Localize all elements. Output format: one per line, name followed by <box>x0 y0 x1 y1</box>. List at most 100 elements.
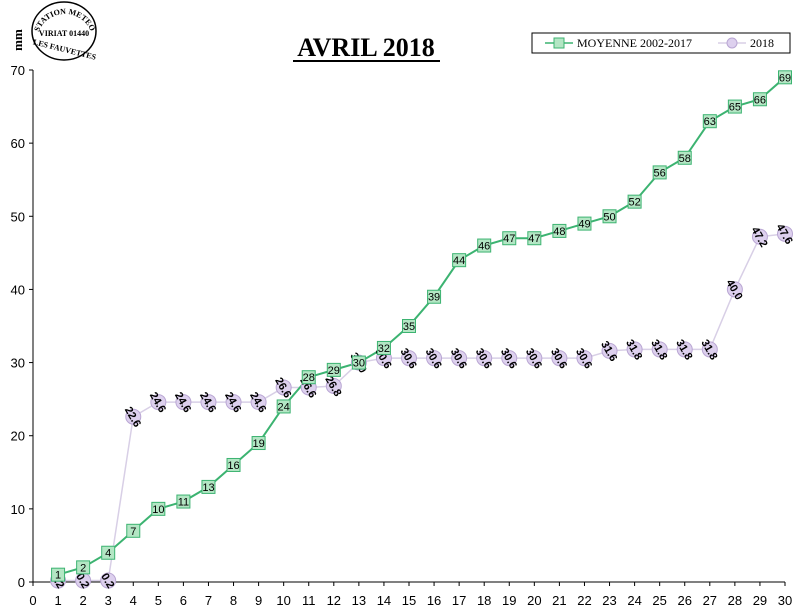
x-tick-label: 6 <box>180 593 187 606</box>
point-moyenne <box>627 194 642 209</box>
point-moyenne <box>76 560 91 575</box>
data-label-moyenne: 11 <box>178 497 189 509</box>
point-moyenne <box>351 355 366 370</box>
x-tick-label: 11 <box>302 593 316 606</box>
data-label-2018: 47.2 <box>749 225 770 250</box>
point-2018 <box>526 350 543 367</box>
point-moyenne <box>652 165 667 180</box>
point-moyenne <box>276 399 291 414</box>
x-tick-label: 7 <box>205 593 212 606</box>
x-tick-label: 5 <box>155 593 162 606</box>
data-label-moyenne: 52 <box>628 197 640 209</box>
point-moyenne <box>201 479 216 494</box>
x-tick-label: 27 <box>703 593 717 606</box>
series-line-moyenne <box>57 76 786 576</box>
data-label-2018: 0.2 <box>98 571 116 590</box>
point-2018 <box>225 394 242 411</box>
data-label-moyenne: 24 <box>278 401 290 413</box>
legend-marker-2018 <box>726 37 738 49</box>
y-axis-label: mm <box>10 29 25 51</box>
point-2018 <box>275 379 292 396</box>
point-moyenne <box>126 523 141 538</box>
point-2018 <box>325 377 342 394</box>
point-2018 <box>777 225 793 242</box>
x-tick-label: 21 <box>552 593 566 606</box>
x-tick-label: 12 <box>327 593 341 606</box>
x-tick-label: 23 <box>602 593 616 606</box>
x-tick-label: 24 <box>627 593 641 606</box>
point-moyenne <box>402 319 416 333</box>
x-tick-label: 29 <box>753 593 767 606</box>
x-tick-label: 15 <box>402 593 416 606</box>
data-label-moyenne: 69 <box>779 72 791 84</box>
data-label-moyenne: 49 <box>578 219 590 231</box>
legend: MOYENNE 2002-2017 2018 <box>531 32 791 54</box>
x-tick-label: 16 <box>427 593 441 606</box>
y-tick-label: 50 <box>11 209 25 224</box>
x-tick-label: 14 <box>377 593 391 606</box>
data-label-2018: 31.6 <box>598 339 619 364</box>
point-moyenne <box>502 231 517 246</box>
point-moyenne <box>101 545 116 560</box>
point-2018 <box>200 394 217 411</box>
point-moyenne <box>577 216 592 231</box>
point-2018 <box>576 350 593 367</box>
point-2018 <box>501 350 518 367</box>
data-label-moyenne: 56 <box>654 167 666 179</box>
data-label-moyenne: 46 <box>478 241 490 253</box>
data-label-moyenne: 47 <box>503 233 515 245</box>
chart-title: AVRIL 2018 <box>297 33 435 62</box>
data-label-moyenne: 50 <box>603 211 615 223</box>
point-moyenne <box>778 70 792 85</box>
point-2018 <box>250 394 267 411</box>
data-label-2018: 24.6 <box>147 390 168 415</box>
x-tick-label: 3 <box>105 593 112 606</box>
point-moyenne <box>151 501 166 516</box>
station-stamp: STATION METEO VIRIAT 01440 LES FAUVETTES <box>31 1 98 62</box>
point-2018 <box>451 350 468 367</box>
point-2018 <box>401 350 417 367</box>
x-tick-label: 22 <box>577 593 591 606</box>
y-tick-label: 20 <box>11 429 25 444</box>
data-label-2018: 40.0 <box>723 278 744 303</box>
x-tick-label: 25 <box>652 593 666 606</box>
x-tick-label: 2 <box>80 593 87 606</box>
data-label-moyenne: 66 <box>754 94 766 106</box>
data-label-moyenne: 16 <box>227 460 239 472</box>
y-tick-label: 0 <box>18 575 25 590</box>
data-label-moyenne: 28 <box>303 372 315 384</box>
data-label-moyenne: 2 <box>80 562 86 574</box>
y-tick-label: 10 <box>11 502 25 517</box>
y-tick-label: 60 <box>11 136 25 151</box>
x-tick-label: 19 <box>502 593 516 606</box>
point-moyenne <box>477 238 492 253</box>
point-2018 <box>100 572 117 589</box>
data-label-moyenne: 7 <box>130 526 136 538</box>
point-moyenne <box>376 340 391 355</box>
data-label-moyenne: 30 <box>353 358 365 370</box>
x-tick-label: 1 <box>54 593 61 606</box>
point-2018 <box>676 341 693 358</box>
x-tick-label: 0 <box>29 593 36 606</box>
stamp-line2: VIRIAT 01440 <box>39 29 89 38</box>
x-tick-label: 28 <box>728 593 742 606</box>
legend-label-2018: 2018 <box>750 36 774 50</box>
x-tick-label: 9 <box>255 593 262 606</box>
legend-marker-moyenne <box>553 37 565 49</box>
point-moyenne <box>301 370 316 385</box>
data-label-moyenne: 4 <box>105 548 111 560</box>
x-tick-label: 30 <box>778 593 792 606</box>
data-label-2018: 22.6 <box>122 405 143 430</box>
x-tick-label: 18 <box>477 593 491 606</box>
data-label-moyenne: 10 <box>152 504 164 516</box>
point-2018 <box>601 342 618 359</box>
point-moyenne <box>427 289 442 304</box>
point-moyenne <box>326 362 341 377</box>
point-moyenne <box>51 567 66 582</box>
point-2018 <box>150 394 167 411</box>
y-tick-label: 40 <box>11 282 25 297</box>
x-tick-label: 20 <box>527 593 541 606</box>
point-2018 <box>175 394 192 411</box>
x-tick-label: 13 <box>352 593 366 606</box>
point-moyenne <box>452 253 467 268</box>
